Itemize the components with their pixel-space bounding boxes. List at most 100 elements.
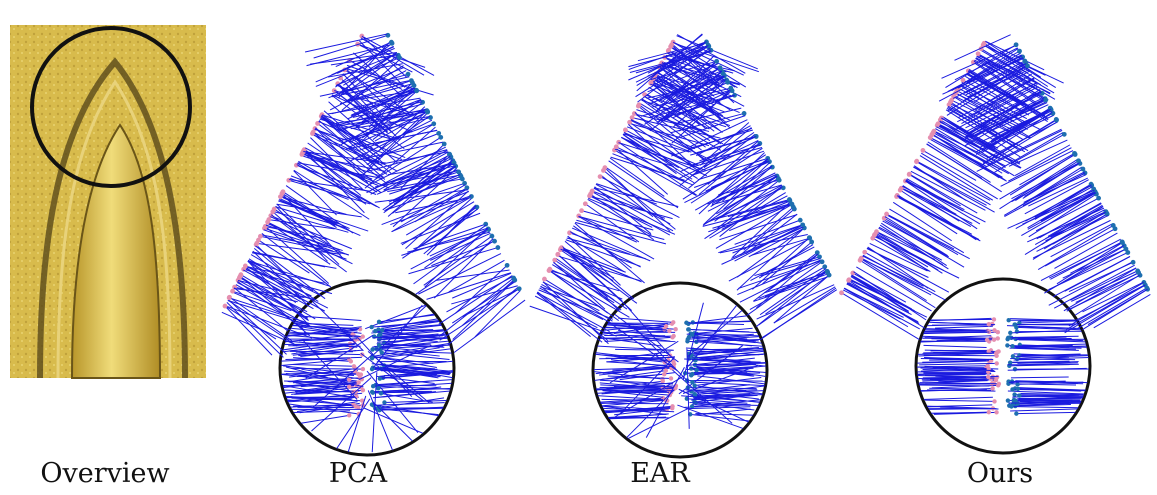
normal-line [537,292,602,342]
inset-dot [1010,387,1014,391]
normal-dot [789,202,794,207]
normal-dot [928,135,933,140]
normal-dot [265,220,270,225]
normal-dot [742,111,747,116]
normal-dot [714,59,719,64]
inset-dot [1006,379,1010,383]
normal-dot [598,174,603,179]
inset-line [922,353,996,354]
normal-dot [428,115,433,120]
normal-dot [223,304,228,309]
normal-dot [442,142,447,147]
inset-dot [378,376,382,380]
inset-dot [673,327,677,331]
normal-dot [827,273,832,278]
normal-dot [511,276,516,281]
normal-dot [777,178,782,183]
normal-dot [263,224,268,229]
normal-dot [412,83,417,88]
normal-dot [406,72,411,77]
inset-dot [662,372,666,376]
inset-dot [1011,354,1015,358]
normal-dot [1131,260,1136,265]
inset-dot [371,384,375,388]
inset-dot [684,321,688,325]
normal-line [392,196,472,231]
inset-dot [347,385,351,389]
inset-dot [670,404,674,408]
normal-line [1070,245,1124,273]
inset-dot [377,320,381,324]
inset-dot [347,413,351,417]
normal-line [1044,246,1124,293]
normal-dot [809,240,814,245]
inset-dot [661,379,665,383]
inset-line [924,355,997,356]
inset-dot [1005,343,1009,347]
normal-line [289,180,370,204]
normal-dot [1076,158,1081,163]
panel-label: Overview [40,458,169,489]
normal-dot [1113,226,1118,231]
inset-dot [382,400,386,404]
inset-dot [687,327,691,331]
normal-dot [258,234,263,239]
normal-dot [555,252,560,257]
normal-dot [431,121,436,126]
normal-dot [1062,132,1067,137]
normal-line [1021,193,1095,236]
inset-circle [916,279,1090,453]
inset-dot [1014,411,1018,415]
normal-dot [409,78,414,83]
inset-dot [361,334,365,338]
normal-line [439,278,514,337]
inset-dot [1015,329,1019,333]
inset-dot [377,343,381,347]
inset-dot [994,378,998,382]
normal-dot [579,208,584,213]
normal-dot [807,235,812,240]
inset-dot [1012,392,1016,396]
inset-dot [992,337,996,341]
inset-line [696,380,771,381]
normal-dot [787,197,792,202]
inset-dot [1013,367,1017,371]
normal-dot [718,65,723,70]
inset-dot [1017,393,1021,397]
inset-dot [667,329,671,333]
normal-line [283,192,335,226]
inset-dot [1010,344,1014,348]
inset-dot [990,386,994,390]
inset-dot [995,361,999,365]
normal-dot [1017,49,1022,54]
normal-dot [1120,240,1125,245]
normal-dot [882,216,887,221]
normal-line [462,280,514,326]
inset-line [925,375,986,376]
normal-line [897,196,972,235]
normal-dot [627,120,632,125]
panel-label: PCA [329,458,388,489]
normal-dot [976,51,981,56]
normal-dot [921,148,926,153]
normal-dot [280,191,285,196]
inset-dot [358,327,362,331]
normal-dot [669,43,674,48]
normal-dot [1096,196,1101,201]
normal-line [1094,294,1151,327]
normal-dot [721,72,726,77]
inset-dot [373,329,377,333]
normal-dot [907,172,912,177]
normal-dot [567,230,572,235]
inset-line [282,344,350,345]
inset-dot [985,338,989,342]
normal-dot [390,41,395,46]
normal-dot [270,209,275,214]
panel-label: Ours [967,458,1033,489]
normal-dot [254,241,259,246]
normal-dot [460,177,465,182]
normal-dot [820,259,825,264]
inset-dot [1016,387,1020,391]
normal-dot [1124,247,1129,252]
inset-dot [669,376,673,380]
